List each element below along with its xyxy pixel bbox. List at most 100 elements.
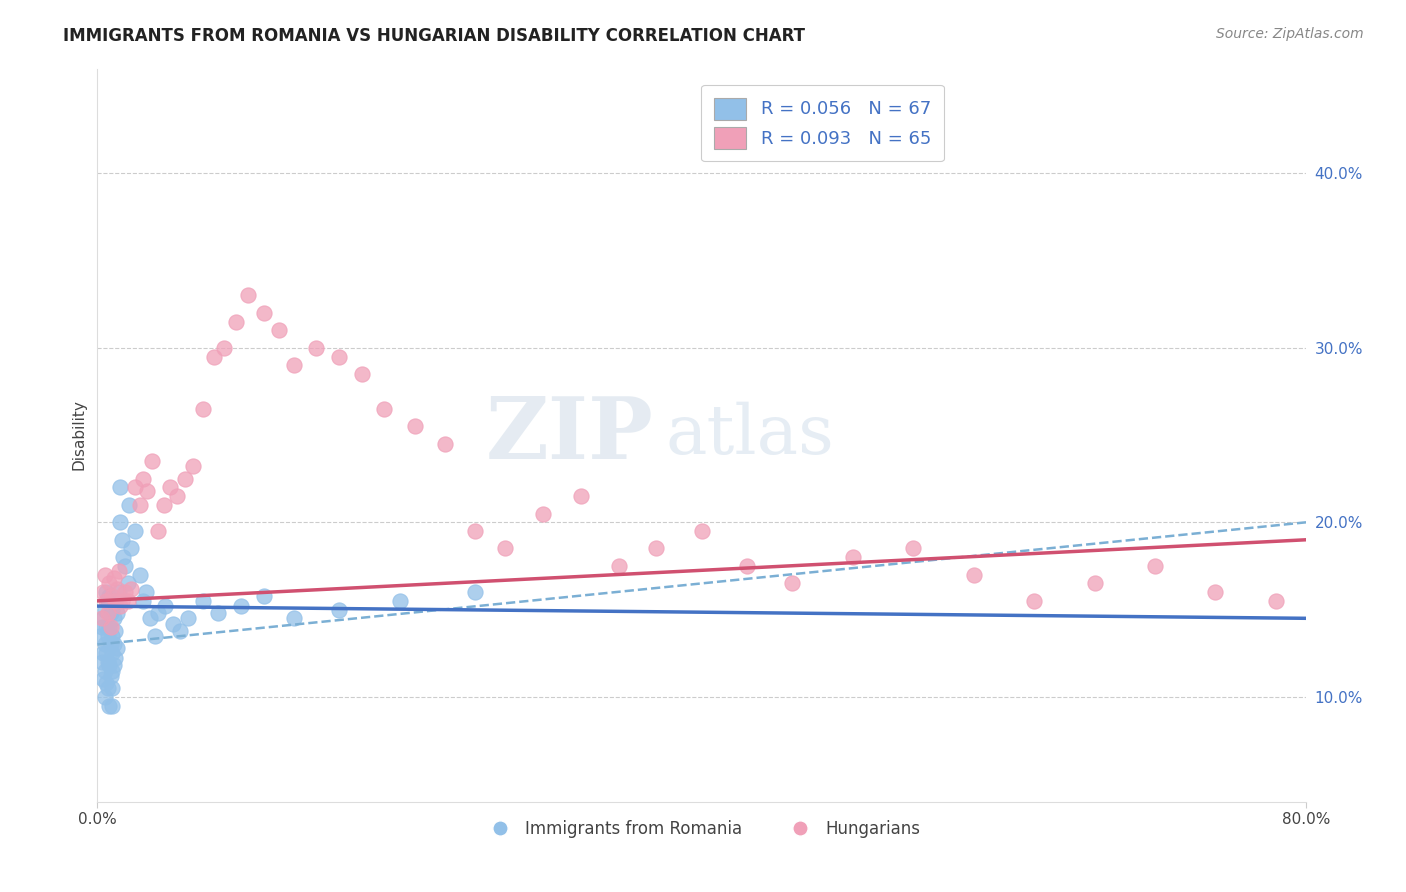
Point	[90, 620, 112, 634]
Point	[96, 676, 118, 690]
Point	[128, 567, 150, 582]
Point	[177, 611, 200, 625]
Point	[94, 567, 117, 582]
Point	[166, 489, 188, 503]
Point	[174, 472, 197, 486]
Point	[97, 681, 120, 695]
Point	[96, 594, 118, 608]
Point	[107, 585, 129, 599]
Point	[108, 599, 131, 613]
Point	[124, 524, 146, 538]
Point	[139, 611, 162, 625]
Point	[963, 567, 986, 582]
Point	[112, 550, 135, 565]
Point	[117, 576, 139, 591]
Point	[1355, 620, 1378, 634]
Point	[1264, 594, 1286, 608]
Point	[735, 558, 758, 573]
Point	[1400, 681, 1406, 695]
Point	[100, 669, 122, 683]
Point	[131, 472, 153, 486]
Point	[155, 599, 177, 613]
Point	[104, 651, 127, 665]
Point	[101, 681, 124, 695]
Point	[101, 664, 124, 678]
Point	[101, 589, 124, 603]
Point	[103, 658, 125, 673]
Point	[104, 624, 127, 638]
Point	[98, 589, 121, 603]
Point	[97, 655, 120, 669]
Point	[207, 606, 229, 620]
Point	[1204, 585, 1226, 599]
Text: atlas: atlas	[665, 402, 834, 468]
Point	[252, 306, 274, 320]
Point	[94, 690, 117, 704]
Point	[101, 646, 124, 660]
Point	[283, 358, 305, 372]
Point	[93, 673, 115, 687]
Point	[1324, 611, 1347, 625]
Point	[202, 350, 225, 364]
Point	[94, 638, 117, 652]
Point	[328, 350, 350, 364]
Point	[89, 629, 111, 643]
Point	[97, 606, 120, 620]
Point	[283, 611, 305, 625]
Point	[143, 629, 166, 643]
Point	[159, 480, 181, 494]
Point	[107, 564, 129, 578]
Text: ZIP: ZIP	[485, 393, 654, 477]
Point	[131, 594, 153, 608]
Point	[98, 698, 121, 713]
Point	[328, 602, 350, 616]
Point	[214, 341, 236, 355]
Point	[645, 541, 668, 556]
Point	[128, 498, 150, 512]
Point	[136, 483, 159, 498]
Point	[105, 606, 128, 620]
Point	[267, 323, 290, 337]
Point	[153, 498, 176, 512]
Point	[101, 698, 124, 713]
Point	[108, 516, 131, 530]
Point	[110, 533, 132, 547]
Point	[404, 419, 426, 434]
Point	[93, 646, 115, 660]
Point	[103, 611, 125, 625]
Point	[1310, 602, 1333, 616]
Point	[238, 288, 260, 302]
Point	[93, 585, 115, 599]
Point	[903, 541, 925, 556]
Point	[96, 620, 118, 634]
Point	[569, 489, 592, 503]
Text: Source: ZipAtlas.com: Source: ZipAtlas.com	[1216, 27, 1364, 41]
Point	[842, 550, 865, 565]
Point	[162, 616, 184, 631]
Point	[101, 629, 124, 643]
Point	[98, 658, 121, 673]
Point	[782, 576, 804, 591]
Point	[98, 620, 121, 634]
Point	[252, 589, 274, 603]
Point	[94, 664, 117, 678]
Point	[98, 576, 121, 591]
Point	[104, 594, 127, 608]
Point	[120, 541, 142, 556]
Point	[97, 629, 120, 643]
Point	[93, 611, 115, 625]
Point	[103, 638, 125, 652]
Point	[191, 401, 214, 416]
Point	[229, 599, 252, 613]
Point	[433, 437, 456, 451]
Point	[117, 594, 139, 608]
Point	[100, 606, 122, 620]
Point	[464, 585, 486, 599]
Point	[191, 594, 214, 608]
Point	[97, 594, 120, 608]
Point	[1378, 658, 1400, 673]
Point	[114, 585, 136, 599]
Point	[531, 507, 554, 521]
Point	[169, 624, 191, 638]
Point	[96, 646, 118, 660]
